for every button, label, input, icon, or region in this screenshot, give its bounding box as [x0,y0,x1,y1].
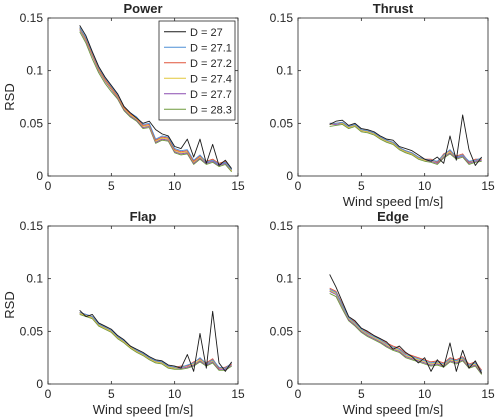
y-tick-label: 0.15 [270,219,294,233]
series-line-d-27-1 [79,311,232,369]
chart-title: Flap [130,209,157,224]
chart-title: Edge [377,209,409,224]
y-tick-label: 0.1 [26,272,43,286]
series-line-d-27 [79,309,233,372]
legend-label: D = 27.4 [190,73,232,85]
series-line-d-27 [79,25,233,169]
panel-power: 0 5 10 15 0 0.05 0.1 0.15 Power RSD D = 27 D = 27.1… [2,1,245,193]
series-line-d-27-2 [329,287,483,371]
series-line-d-28-3 [329,293,483,375]
y-tick-label: 0 [36,377,43,391]
x-tick-label: 15 [481,387,495,401]
x-tick-label: 15 [231,387,245,401]
y-tick-label: 0.05 [270,116,294,130]
x-tick-label: 0 [295,179,302,193]
chart-title: Power [123,1,162,16]
legend-label: D = 28.3 [190,104,232,116]
panel-flap: 0 5 10 15 0 0.05 0.1 0.15 Flap Wind speed [m/s] RS… [2,209,245,417]
y-tick-label: 0.05 [270,324,294,338]
x-tick-label: 5 [358,387,365,401]
x-tick-label: 5 [108,387,115,401]
x-tick-label: 0 [45,179,52,193]
series-line-d-27 [329,114,483,166]
y-tick-label: 0 [36,169,43,183]
x-axis-label: Wind speed [m/s] [343,402,443,417]
x-axis-label: Wind speed [m/s] [93,402,193,417]
plot-area-thrust [297,17,489,177]
legend-label: D = 27 [190,27,223,39]
panel-edge: 0 5 10 15 0 0.05 0.1 0.15 Edge Wind speed [m/s] [270,209,495,417]
x-tick-label: 15 [231,179,245,193]
panel-thrust: 0 5 10 15 0 0.05 0.1 0.15 Thrust Wind speed [m/s] [270,1,495,209]
series-line-d-28-3 [79,31,233,173]
legend-label: D = 27.2 [190,58,232,70]
x-tick-label: 10 [418,387,432,401]
y-tick-label: 0 [286,377,293,391]
plot-area-edge [297,225,489,385]
x-tick-label: 10 [168,179,182,193]
y-tick-label: 0.05 [20,116,44,130]
x-tick-label: 5 [108,179,115,193]
plot-area-flap [47,225,239,385]
y-tick-label: 0 [286,169,293,183]
chart-title: Thrust [373,1,414,16]
legend: D = 27 D = 27.1 D = 27.2 D = 27.4 D = 27.7 D … [158,20,236,121]
legend-box [158,20,236,121]
x-tick-label: 0 [295,387,302,401]
series-line-d-27 [329,274,483,374]
y-tick-label: 0.15 [20,219,44,233]
series-line-d-27-7 [329,290,483,374]
legend-label: D = 27.7 [190,89,232,101]
x-tick-label: 10 [168,387,182,401]
y-axis-label: RSD [2,83,17,110]
x-tick-label: 5 [358,179,365,193]
x-axis-label: Wind speed [m/s] [343,194,443,209]
y-axis-label: RSD [2,291,17,318]
y-tick-label: 0.1 [276,272,293,286]
series-line-d-27-4 [329,289,483,373]
y-tick-label: 0.15 [270,11,294,25]
y-tick-label: 0.1 [276,64,293,78]
x-tick-label: 15 [481,179,495,193]
series-line-d-27-1 [329,288,483,372]
x-tick-label: 0 [45,387,52,401]
y-tick-label: 0.15 [20,11,44,25]
y-tick-label: 0.1 [26,64,43,78]
series-line-d-27-2 [79,27,233,170]
x-tick-label: 10 [418,179,432,193]
legend-label: D = 27.1 [190,42,232,54]
y-tick-label: 0.05 [20,324,44,338]
